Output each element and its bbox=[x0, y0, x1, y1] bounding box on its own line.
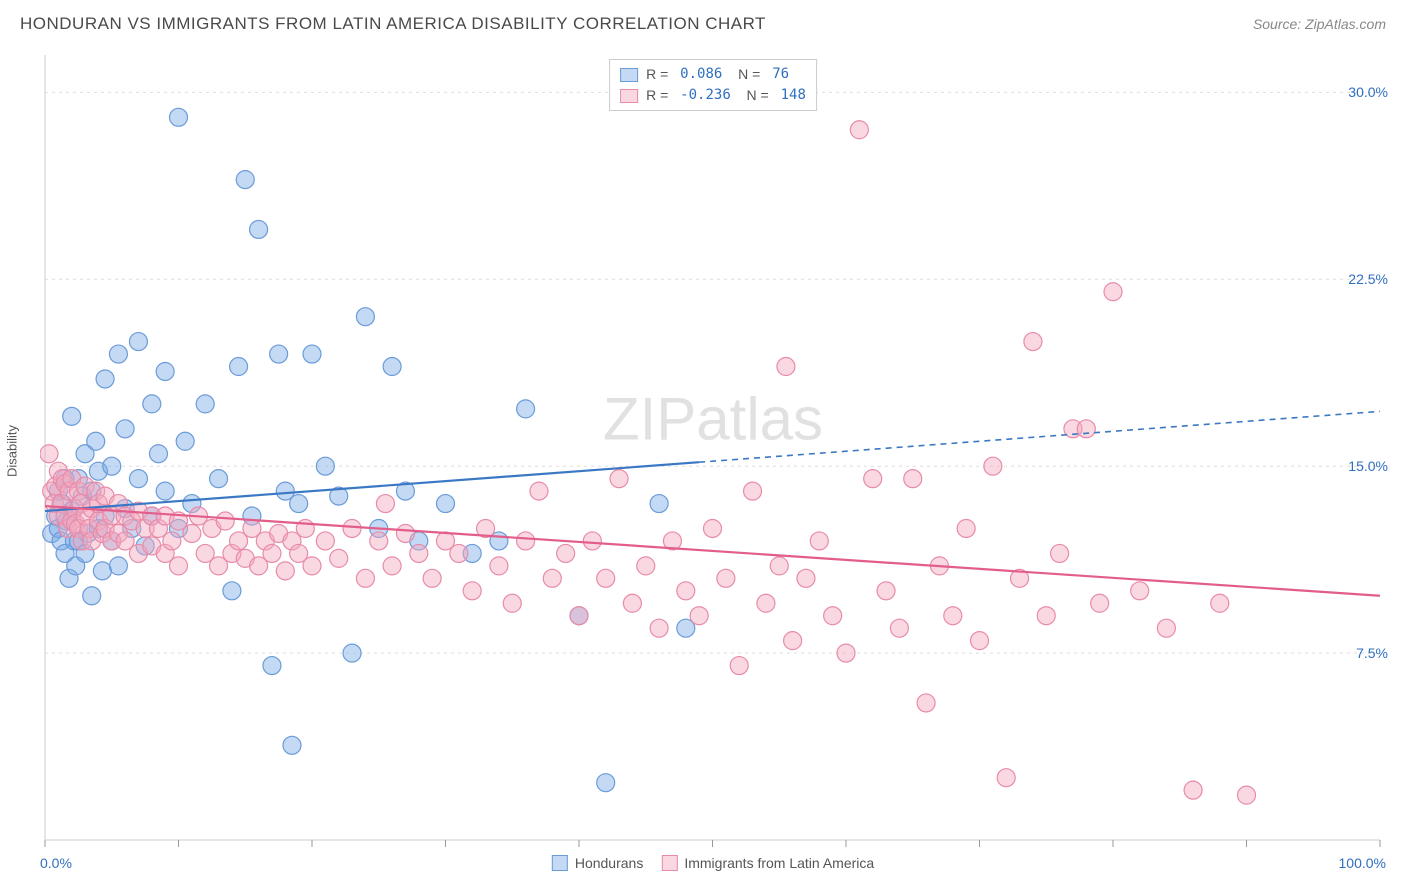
n-value-b: 148 bbox=[781, 85, 806, 106]
y-tick-label: 22.5% bbox=[1348, 271, 1388, 287]
legend-label-a: Hondurans bbox=[575, 855, 644, 871]
r-value-b: -0.236 bbox=[680, 85, 731, 106]
swatch-a-icon bbox=[620, 68, 638, 82]
swatch-b-icon bbox=[620, 89, 638, 103]
scatter-plot bbox=[40, 55, 1386, 847]
legend-label-b: Immigrants from Latin America bbox=[684, 855, 874, 871]
x-axis-min: 0.0% bbox=[40, 855, 72, 871]
correlation-legend: R = 0.086 N = 76 R = -0.236 N = 148 bbox=[609, 59, 817, 111]
source-label: Source: ZipAtlas.com bbox=[1253, 16, 1386, 32]
y-axis-label: Disability bbox=[5, 425, 20, 477]
y-tick-label: 7.5% bbox=[1356, 645, 1388, 661]
swatch-b-icon bbox=[661, 855, 677, 871]
swatch-a-icon bbox=[552, 855, 568, 871]
series-legend: Hondurans Immigrants from Latin America bbox=[552, 855, 874, 871]
chart-title: HONDURAN VS IMMIGRANTS FROM LATIN AMERIC… bbox=[20, 14, 766, 34]
y-tick-label: 30.0% bbox=[1348, 84, 1388, 100]
y-tick-label: 15.0% bbox=[1348, 458, 1388, 474]
n-value-a: 76 bbox=[772, 64, 789, 85]
chart-area: Disability ZIPatlas R = 0.086 N = 76 R =… bbox=[40, 55, 1386, 847]
x-axis-max: 100.0% bbox=[1339, 855, 1386, 871]
r-value-a: 0.086 bbox=[680, 64, 722, 85]
